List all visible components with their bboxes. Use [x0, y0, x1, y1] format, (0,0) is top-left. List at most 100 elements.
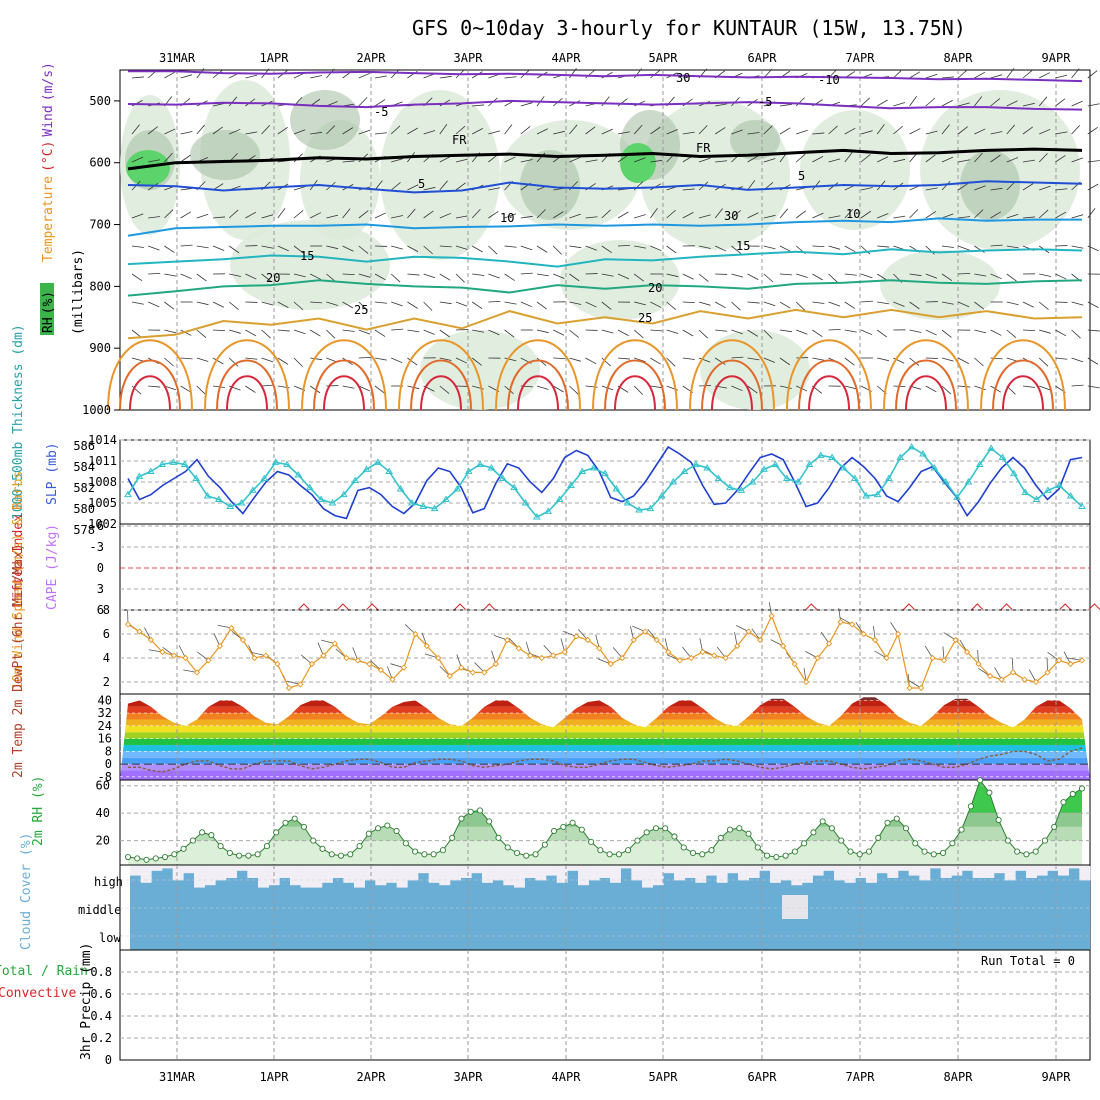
contour-label: -5 — [374, 105, 388, 119]
bottom-date-label: 4APR — [552, 1070, 582, 1084]
temperature-unit: (°C) — [41, 141, 56, 172]
wind-barb — [569, 213, 581, 219]
wind-barb — [148, 245, 160, 251]
wind-barb — [731, 356, 744, 359]
top-date-label: 8APR — [944, 51, 974, 65]
wind-speed-point — [239, 636, 247, 644]
cloud-high-gap — [311, 866, 323, 888]
wind-speed-point — [262, 652, 270, 659]
wind-barb — [714, 127, 726, 135]
rh-swatch-label: RH (%) — [41, 291, 56, 333]
wind-speed-point — [147, 636, 155, 644]
wind-barb — [488, 187, 501, 191]
cloud-high-gap — [770, 866, 781, 883]
wind-barb — [439, 273, 451, 281]
wind-barb — [941, 124, 950, 135]
thickness-marker — [850, 474, 859, 481]
wind-barb — [439, 357, 452, 361]
wind-barb — [164, 273, 177, 277]
wind-barb — [747, 385, 758, 394]
wind-barb — [812, 245, 825, 248]
rh-point — [1078, 785, 1086, 792]
wind-barb — [1039, 329, 1051, 334]
wind-barb — [164, 385, 176, 391]
wind-barb — [212, 329, 226, 332]
temp-band — [120, 751, 1090, 758]
wind-barb — [131, 385, 142, 395]
thickness-marker — [839, 464, 848, 471]
wind-barb — [391, 158, 403, 163]
cloud-high-gap — [492, 866, 504, 881]
wind-barb — [504, 301, 517, 305]
contour-label: -10 — [818, 73, 840, 87]
wind-barb — [147, 182, 159, 191]
wind-barb — [731, 385, 743, 392]
wind-barb — [1071, 329, 1081, 339]
wind-barb — [504, 329, 515, 338]
wind-barb — [390, 273, 401, 283]
wind-speed-point — [274, 660, 281, 668]
wind-barb — [228, 357, 239, 367]
wind-barb — [472, 329, 485, 333]
wind-unit: (m/s) — [41, 62, 56, 101]
cloud-high-gap — [855, 866, 867, 878]
thickness-marker — [589, 464, 598, 471]
wind-barb — [261, 273, 272, 282]
rh-point — [662, 825, 669, 832]
wind-barb — [682, 188, 695, 191]
wind-barb — [633, 68, 642, 79]
wind-barb — [131, 156, 144, 163]
rh-point — [1023, 851, 1030, 858]
rh-point — [643, 829, 650, 836]
thickness-marker — [453, 485, 462, 492]
warm-contour — [323, 375, 365, 411]
warm-contour — [992, 359, 1054, 411]
wind-barb — [974, 301, 985, 310]
wind-barb — [358, 356, 371, 359]
contour-label: 5 — [418, 177, 425, 191]
wind-speed-point — [527, 652, 534, 659]
wind-barb — [957, 126, 968, 135]
warm-contour — [119, 359, 181, 411]
wind-barb — [909, 71, 921, 79]
wind-barb — [698, 157, 711, 163]
thickness-marker — [1009, 469, 1018, 477]
wind-barb — [261, 329, 271, 339]
wind-barb — [795, 301, 806, 311]
cloud-high-gap — [610, 866, 621, 883]
wind-barb — [358, 385, 370, 392]
rh-point — [254, 851, 261, 858]
cloud-high-gap — [524, 866, 536, 878]
rh-point — [199, 829, 206, 836]
warm-contour — [905, 375, 947, 411]
rh-point — [680, 844, 687, 851]
thickness-marker — [623, 499, 632, 506]
cloud-high-gap — [716, 866, 728, 883]
wind-barb — [633, 329, 644, 339]
wind-barb — [326, 125, 336, 135]
thickness-marker — [124, 490, 132, 498]
thickness-marker — [271, 458, 280, 465]
wind-barb — [974, 385, 986, 391]
wind-barb — [958, 245, 970, 251]
thickness-marker — [1055, 481, 1064, 488]
wind-barb — [553, 273, 565, 279]
thickness-marker — [691, 460, 700, 467]
wind-barb — [731, 129, 743, 135]
temp-band — [120, 700, 1090, 707]
lifted-index-ylabel: Lifted Index — [11, 514, 26, 608]
surface-wind-barb — [924, 645, 933, 659]
wind-barb — [439, 301, 452, 305]
wind-barb — [617, 131, 630, 135]
wind-speed-point — [193, 669, 201, 676]
rh-point — [300, 823, 308, 830]
wind-barb — [617, 154, 629, 163]
contour-label: 10 — [500, 211, 514, 225]
rh-point — [1051, 823, 1058, 830]
wind-barb — [877, 245, 890, 248]
wind-barb — [779, 357, 791, 366]
wind-barb — [553, 385, 564, 393]
precip-tick-label: 0.8 — [90, 965, 112, 979]
wind-barb — [1055, 329, 1067, 337]
